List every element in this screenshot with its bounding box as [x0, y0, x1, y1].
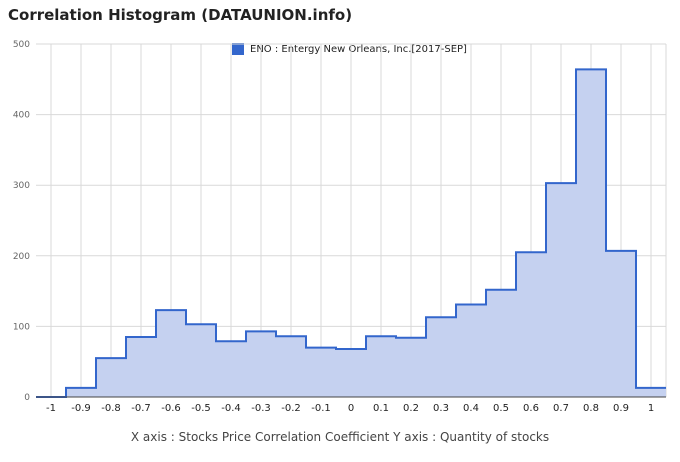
x-tick-label: -0.7 [131, 403, 151, 414]
x-tick-label: 0.3 [433, 403, 449, 414]
chart-title: Correlation Histogram (DATAUNION.info) [8, 6, 353, 24]
y-tick-label: 200 [13, 252, 30, 262]
x-tick-label: -0.5 [191, 403, 211, 414]
y-tick-label: 400 [13, 111, 30, 121]
x-tick-label: 0.4 [463, 403, 479, 414]
y-tick-label: 100 [13, 322, 30, 332]
x-tick-label: 0.7 [553, 403, 569, 414]
x-tick-label: -0.1 [311, 403, 331, 414]
histogram-bin [546, 183, 576, 397]
x-tick-label: 0 [348, 403, 354, 414]
histogram-bin [486, 290, 516, 397]
x-tick-label: -1 [46, 403, 56, 414]
histogram-bin [636, 388, 666, 397]
x-tick-label: -0.3 [251, 403, 271, 414]
histogram-bin [606, 251, 636, 397]
label-layer: 0 100 200 300 400 500 -1 -0.9 -0.8 -0.7 -0.6 -0.5 -0… [13, 40, 654, 414]
histogram-bin [126, 337, 156, 397]
histogram-bin [306, 348, 336, 397]
histogram-bin [186, 324, 216, 397]
x-tick-label: 0.6 [523, 403, 539, 414]
histogram-bin [366, 336, 396, 397]
histogram-bin [336, 349, 366, 397]
legend-swatch [232, 43, 244, 55]
histogram-bin [576, 69, 606, 397]
histogram-bin [96, 358, 126, 397]
x-tick-label: -0.9 [71, 403, 91, 414]
x-tick-label: -0.8 [101, 403, 121, 414]
y-tick-label: 300 [13, 181, 30, 191]
x-axis-caption: X axis : Stocks Price Correlation Coeffi… [130, 430, 550, 444]
histogram-bin [216, 341, 246, 397]
histogram-bin [516, 252, 546, 397]
series-area-fill [36, 69, 666, 397]
x-tick-label: 0.5 [493, 403, 509, 414]
histogram-bin [156, 310, 186, 397]
series-line [36, 68, 666, 398]
area-layer [36, 68, 666, 398]
y-tick-label: 0 [24, 393, 30, 403]
histogram-bin [246, 331, 276, 397]
x-tick-label: 0.9 [613, 403, 629, 414]
histogram-bin [66, 388, 96, 397]
y-tick-label: 500 [13, 40, 30, 50]
x-tick-label: 0.2 [403, 403, 419, 414]
x-tick-label: 0.8 [583, 403, 599, 414]
x-tick-label: 1 [648, 403, 654, 414]
x-tick-label: -0.6 [161, 403, 181, 414]
x-tick-label: 0.1 [373, 403, 389, 414]
legend: ENO : Entergy New Orleans, Inc.[2017-SEP… [232, 42, 467, 56]
histogram-bin [396, 338, 426, 397]
legend-label: ENO : Entergy New Orleans, Inc.[2017-SEP… [250, 43, 467, 55]
histogram-bin [426, 317, 456, 397]
x-tick-label: -0.4 [221, 403, 241, 414]
histogram-bin [456, 305, 486, 397]
x-tick-label: -0.2 [281, 403, 301, 414]
histogram-bin [276, 336, 306, 397]
